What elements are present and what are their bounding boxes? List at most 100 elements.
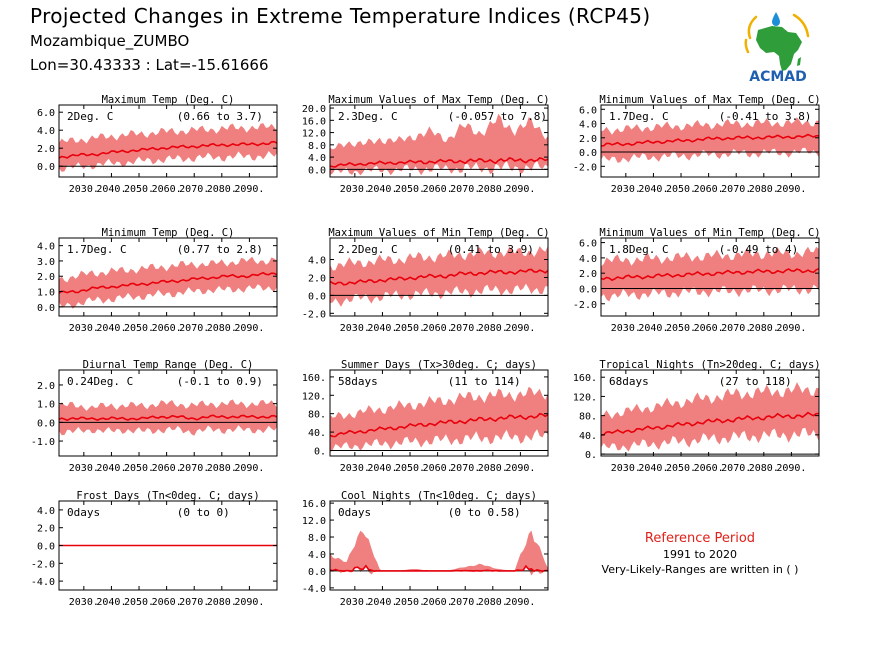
uncertainty-band xyxy=(59,256,277,309)
chart-panel: 20.016.0 12.08.04.00.0 2030.2040.2050.2060… xyxy=(302,94,550,195)
x-tick-label: 2070. xyxy=(179,184,209,195)
x-tick-label: 2050. xyxy=(395,463,425,474)
y-tick-label: 6.0 xyxy=(579,105,597,116)
x-tick-label: 2090. xyxy=(776,184,806,195)
chart-panel: 2.01.00.0-1.02030.2040.2050.2060.2070.20… xyxy=(31,359,278,474)
x-tick-label: 2080. xyxy=(207,323,237,334)
range-annotation: (0 to 0) xyxy=(177,506,230,519)
y-tick-label: 160. xyxy=(573,373,597,384)
y-tick-label: 8.0 xyxy=(308,141,326,152)
y-tick-label: 4.0 xyxy=(37,242,55,253)
chart-panel: 160. 120. 80. 40. 0. 2030.2040.2050.2060.2070… xyxy=(573,359,821,474)
uncertainty-band xyxy=(59,123,277,172)
chart-panel: 16.0 12.0 8.0 4.0 0.0 -4.0 2030.2040.2050.2060… xyxy=(302,490,549,608)
change-annotation: 0.24Deg. C xyxy=(67,375,133,388)
x-tick-label: 2030. xyxy=(69,323,99,334)
y-tick-label: 4.0 xyxy=(308,256,326,267)
x-tick-label: 2060. xyxy=(152,323,182,334)
x-tick-label: 2030. xyxy=(340,597,370,608)
x-tick-label: 2060. xyxy=(152,463,182,474)
y-tick-label: 2.0 xyxy=(579,134,597,145)
x-tick-label: 2060. xyxy=(694,463,724,474)
panel-title: Minimum Values of Max Temp (Deg. C) xyxy=(599,94,820,106)
x-tick-label: 2030. xyxy=(611,184,641,195)
coordinates-label: Lon=30.43333 : Lat=-15.61666 xyxy=(30,56,269,74)
change-annotation: 68days xyxy=(609,375,649,388)
x-tick-label: 2070. xyxy=(450,323,480,334)
range-annotation: (-0.1 to 0.9) xyxy=(177,375,263,388)
x-tick-label: 2040. xyxy=(96,597,126,608)
y-tick-label: 4.0 xyxy=(579,120,597,131)
y-tick-label: -1.0 xyxy=(31,437,55,448)
x-tick-label: 2030. xyxy=(611,463,641,474)
x-tick-label: 2040. xyxy=(96,184,126,195)
uncertainty-band xyxy=(601,117,819,163)
x-tick-label: 2040. xyxy=(638,323,668,334)
plot-frame xyxy=(329,500,549,591)
y-tick-label: 6.0 xyxy=(579,239,597,250)
plot-frame xyxy=(600,104,820,178)
sun-rays-icon xyxy=(744,13,810,54)
range-annotation: (-0.057 to 7.8) xyxy=(448,110,547,123)
y-tick-label: 0.0 xyxy=(579,284,597,295)
range-annotation: (0 to 0.58) xyxy=(448,506,521,519)
panel-title: Summer Days (Tx>30deg. C; days) xyxy=(341,359,537,371)
y-tick-label: 40. xyxy=(308,428,326,439)
x-tick-label: 2090. xyxy=(505,184,535,195)
plot-frame xyxy=(58,104,278,178)
plot-frame xyxy=(600,369,820,457)
x-tick-label: 2080. xyxy=(478,463,508,474)
x-tick-label: 2080. xyxy=(478,184,508,195)
x-tick-label: 2070. xyxy=(721,323,751,334)
x-tick-label: 2090. xyxy=(234,463,264,474)
median-line xyxy=(330,412,548,438)
plot-frame xyxy=(58,369,278,457)
x-tick-label: 2090. xyxy=(505,597,535,608)
x-tick-label: 2050. xyxy=(124,463,154,474)
x-tick-label: 2060. xyxy=(152,184,182,195)
x-tick-label: 2080. xyxy=(749,463,779,474)
y-tick-label: 40. xyxy=(579,431,597,442)
ranges-note: Very-Likely-Ranges are written in ( ) xyxy=(601,563,799,576)
x-tick-label: 2040. xyxy=(638,463,668,474)
x-tick-label: 2040. xyxy=(367,597,397,608)
reference-period-title: Reference Period xyxy=(644,531,756,546)
y-tick-label: 4.0 xyxy=(579,254,597,265)
chart-panel: 4.0 3.0 2.0 1.0 0.0 2030.2040.2050.2060.2070.… xyxy=(37,227,278,334)
median-line xyxy=(601,267,819,282)
x-tick-label: 2030. xyxy=(340,463,370,474)
y-tick-label: 0.0 xyxy=(308,567,326,578)
x-tick-label: 2060. xyxy=(423,323,453,334)
x-tick-label: 2060. xyxy=(423,463,453,474)
y-tick-label: 3.0 xyxy=(37,257,55,268)
median-line xyxy=(330,564,548,573)
x-tick-label: 2050. xyxy=(395,184,425,195)
y-tick-label: -4.0 xyxy=(302,584,326,595)
y-tick-label: 1.0 xyxy=(37,288,55,299)
logo-text: ACMAD xyxy=(749,69,807,84)
x-tick-label: 2050. xyxy=(124,323,154,334)
y-tick-label: 120. xyxy=(302,391,326,402)
x-tick-label: 2040. xyxy=(96,323,126,334)
y-tick-label: 12.0 xyxy=(302,129,326,140)
range-annotation: (11 to 114) xyxy=(448,375,521,388)
y-tick-label: 4.0 xyxy=(308,153,326,164)
y-tick-label: 160. xyxy=(302,373,326,384)
median-line xyxy=(330,268,548,286)
x-tick-label: 2040. xyxy=(367,323,397,334)
panel-title: Cool Nights (Tn<10deg. C; days) xyxy=(341,490,537,502)
change-annotation: 2.2Deg. C xyxy=(338,243,398,256)
x-tick-label: 2030. xyxy=(340,184,370,195)
x-tick-label: 2070. xyxy=(179,463,209,474)
y-tick-label: 80. xyxy=(579,412,597,423)
y-tick-label: 8.0 xyxy=(308,533,326,544)
y-tick-label: 4.0 xyxy=(37,126,55,137)
x-tick-label: 2050. xyxy=(124,184,154,195)
x-tick-label: 2080. xyxy=(207,463,237,474)
x-tick-label: 2080. xyxy=(749,184,779,195)
change-annotation: 2Deg. C xyxy=(67,110,113,123)
x-tick-label: 2060. xyxy=(694,184,724,195)
y-tick-label: 2.0 xyxy=(37,144,55,155)
x-tick-label: 2090. xyxy=(234,184,264,195)
